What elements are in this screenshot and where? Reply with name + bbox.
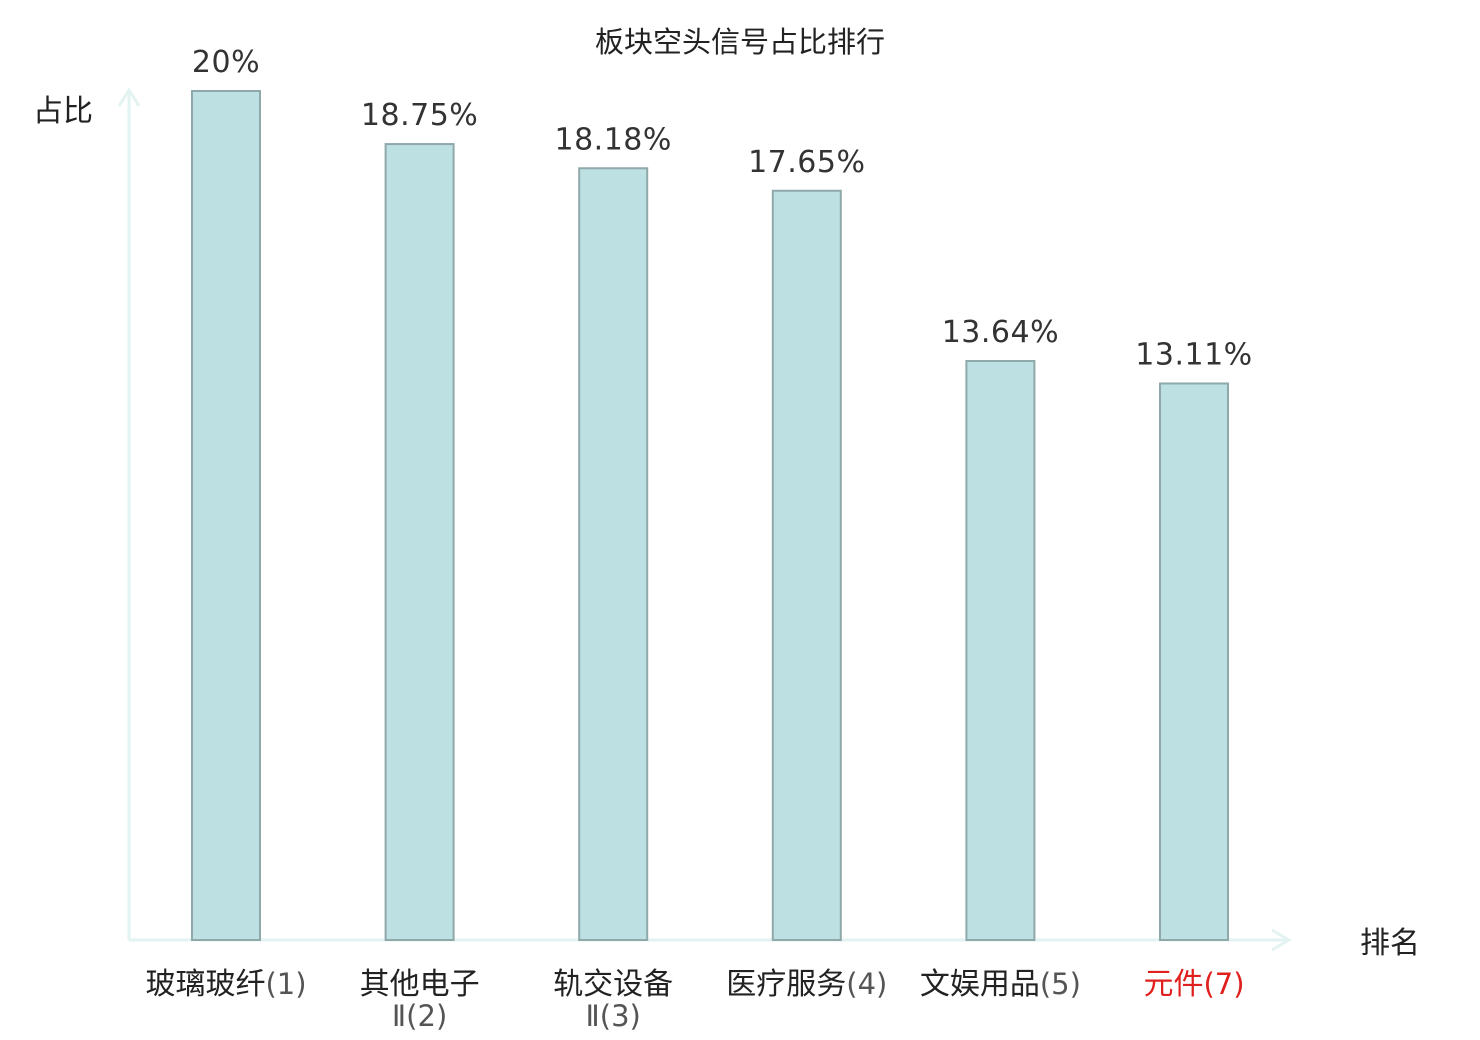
value-label-4: 17.65% [748, 145, 865, 180]
value-labels-group: 20% 18.75% 18.18% 17.65% 13.64% 13.11% [192, 45, 1252, 372]
category-label-line: 其他电子 [360, 967, 480, 1002]
category-label-line: 轨交设备 [553, 967, 673, 1002]
category-label-line: 文娱用品(5) [920, 967, 1081, 1002]
value-label-2: 18.75% [361, 98, 478, 133]
x-axis-label: 排名 [1360, 926, 1420, 961]
category-label-line: 玻璃玻纤(1) [145, 967, 306, 1002]
bar-6 [1159, 382, 1229, 941]
category-label-1: 玻璃玻纤(1) [145, 967, 306, 1002]
category-label-line: 元件(7) [1143, 967, 1244, 1002]
category-label-5: 文娱用品(5) [920, 967, 1081, 1002]
category-label-line: Ⅱ(3) [586, 999, 641, 1033]
bar-1 [191, 90, 261, 941]
bar-5 [965, 359, 1036, 941]
value-label-5: 13.64% [942, 315, 1059, 350]
bar-2 [384, 143, 455, 941]
value-label-1: 20% [192, 45, 260, 80]
value-label-6: 13.11% [1135, 337, 1252, 372]
value-label-3: 18.18% [555, 122, 672, 157]
category-label-6: 元件(7) [1143, 967, 1244, 1002]
category-label-line: 医疗服务(4) [726, 967, 887, 1002]
category-label-4: 医疗服务(4) [726, 967, 887, 1002]
bars-group [191, 90, 1229, 942]
chart-title: 板块空头信号占比排行 [595, 25, 885, 59]
x-axis-arrow [1271, 928, 1292, 952]
y-axis-label: 占比 [33, 94, 93, 129]
bar-4 [771, 189, 842, 941]
bar-3 [578, 167, 649, 942]
axes [117, 87, 1292, 952]
category-label-line: Ⅱ(2) [392, 999, 447, 1033]
y-axis-arrow [117, 87, 141, 107]
